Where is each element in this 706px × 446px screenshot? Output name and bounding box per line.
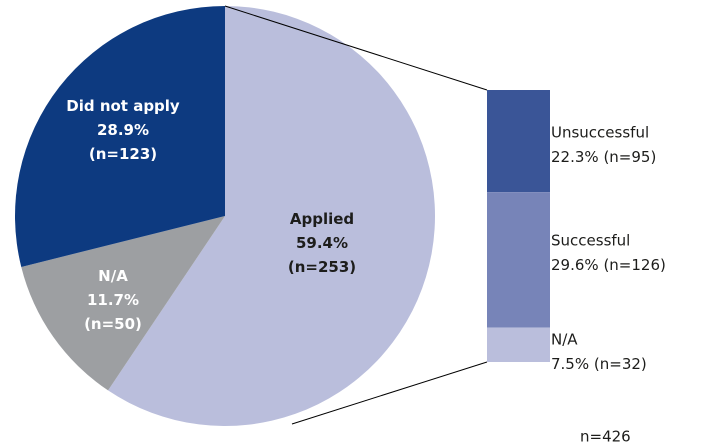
bar-label: N/A <box>551 331 578 349</box>
bar-value-label: 7.5% <box>551 355 589 373</box>
slice-label-line: N/A <box>98 267 128 285</box>
slice-label-line: (n=253) <box>288 258 356 276</box>
slice-label-line: (n=123) <box>89 145 157 163</box>
bar-segment <box>487 192 550 328</box>
slice-label-line: 59.4% <box>296 234 348 252</box>
connector-line <box>224 5 488 91</box>
slice-label: Did not apply 28.9% (n=123) <box>66 97 180 163</box>
bar-label: 7.5% (n=32) <box>551 355 647 373</box>
slice-label: N/A 11.7% (n=50) <box>84 267 142 333</box>
slice-label-line: 11.7% <box>87 291 139 309</box>
bar-label: 22.3% (n=95) <box>551 148 656 166</box>
pie-slice <box>108 6 435 426</box>
bar-label: 29.6% (n=126) <box>551 256 666 274</box>
bar-segment <box>487 327 550 362</box>
bar-count-label: (n=95) <box>603 148 656 166</box>
bar-segment <box>487 90 550 193</box>
total-note: n=426 <box>580 428 631 446</box>
bar-count-label: (n=32) <box>594 355 647 373</box>
bar-label: Unsuccessful <box>551 124 649 142</box>
slice-label-line: Did not apply <box>66 97 180 115</box>
bar-count-label: (n=126) <box>603 256 665 274</box>
slice-label: Applied 59.4% (n=253) <box>288 210 356 276</box>
bar-value-label: 29.6% <box>551 256 599 274</box>
slice-label-line: Applied <box>290 210 354 228</box>
pie-slice <box>21 216 226 391</box>
connector-line <box>291 361 488 425</box>
bar-label: Successful <box>551 232 630 250</box>
slice-label-line: (n=50) <box>84 315 142 333</box>
pie-slice <box>14 6 226 267</box>
slice-label-line: 28.9% <box>97 121 149 139</box>
bar-value-label: 22.3% <box>551 148 599 166</box>
